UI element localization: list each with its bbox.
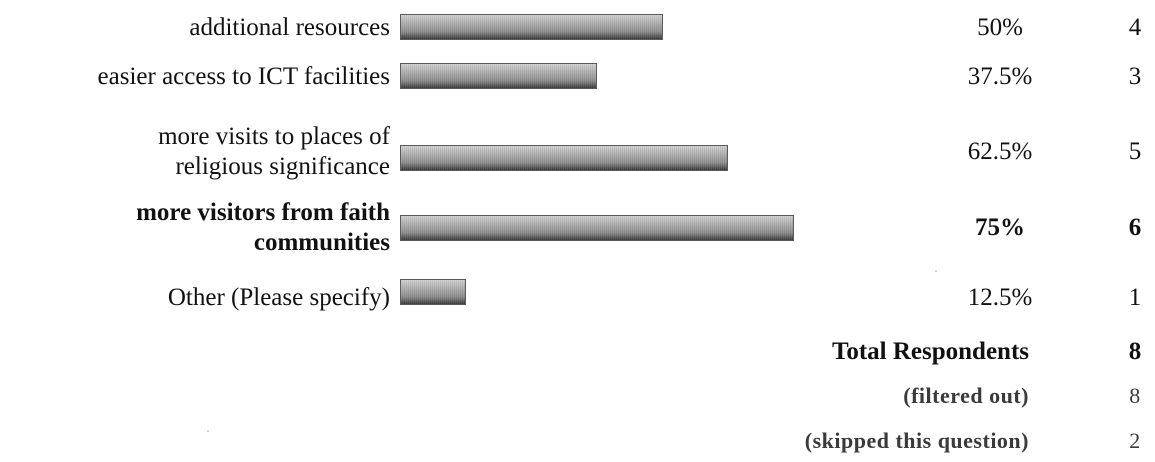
category-label: more visitors from faith communities: [0, 198, 390, 258]
summary-value: 8: [1129, 383, 1141, 408]
category-label-line: additional resources: [189, 14, 390, 41]
summary-label: (filtered out): [903, 383, 1029, 408]
bar: [400, 63, 597, 89]
bar: [400, 145, 728, 171]
count-label: 1: [1128, 284, 1142, 311]
bar: [400, 215, 794, 241]
bar: [400, 14, 663, 40]
count-label: 5: [1128, 138, 1142, 165]
summary-label: (skipped this question): [804, 428, 1029, 453]
value-label: 12.5%: [967, 284, 1033, 311]
value-label: 75%: [975, 214, 1025, 241]
category-label: easier access to ICT facilities: [0, 62, 390, 92]
summary-value: 2: [1129, 428, 1141, 453]
category-label: Other (Please specify): [0, 283, 390, 313]
count-label: 6: [1128, 214, 1142, 241]
value-label: 37.5%: [967, 63, 1033, 90]
category-label-line: communities: [253, 229, 390, 256]
count-label: 4: [1128, 14, 1142, 41]
value-label: 50%: [977, 14, 1023, 41]
category-label-line: religious significance: [175, 153, 390, 180]
summary-label: Total Respondents: [831, 338, 1029, 365]
category-label-line: more visits to places of: [158, 123, 390, 150]
category-label: additional resources: [0, 13, 390, 43]
category-label: more visits to places of religious signif…: [0, 122, 390, 182]
category-label-line: more visitors from faith: [136, 199, 390, 226]
bar: [400, 279, 466, 305]
count-label: 3: [1128, 63, 1142, 90]
summary-value: 8: [1128, 338, 1142, 365]
scan-speck: [935, 270, 937, 272]
category-label-line: Other (Please specify): [167, 284, 390, 311]
scan-speck: [207, 430, 209, 432]
value-label: 62.5%: [967, 138, 1033, 165]
category-label-line: easier access to ICT facilities: [97, 63, 390, 90]
